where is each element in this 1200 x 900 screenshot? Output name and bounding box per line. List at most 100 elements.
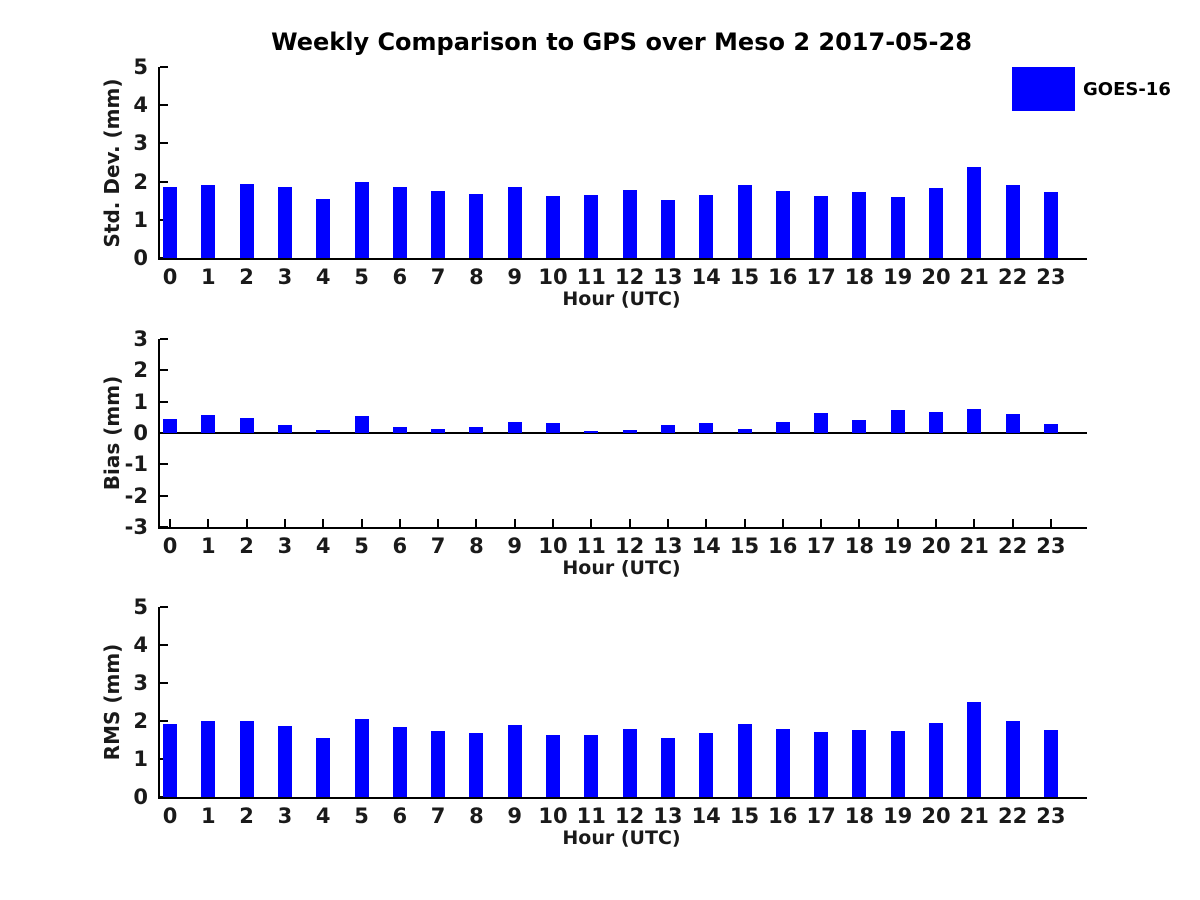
- std-dev-bar-h18: [852, 191, 867, 258]
- rms-ytick-mark: [160, 682, 168, 684]
- std-dev-bar-h23: [1043, 191, 1058, 258]
- rms-bar-h22: [1005, 721, 1020, 797]
- std-dev-bar-h15: [737, 185, 752, 258]
- bias-xtick-label: 22: [997, 534, 1028, 558]
- rms-bar-h21: [967, 702, 982, 797]
- bias-xtick-label: 11: [576, 534, 606, 558]
- bias-bar-h10: [546, 422, 560, 433]
- bias-xtick-label: 0: [162, 534, 178, 558]
- bias-ytick-mark: [160, 463, 168, 466]
- rms-xtick-label: 17: [806, 804, 836, 828]
- bias-xtick-label: 13: [653, 534, 683, 558]
- rms-xtick-label: 1: [200, 804, 216, 828]
- bias-xtick-mark: [283, 519, 286, 527]
- rms-xtick-label: 9: [507, 804, 522, 828]
- rms-xtick-label: 13: [653, 804, 683, 828]
- rms-bar-h19: [890, 731, 905, 797]
- bias-bar-h2: [239, 417, 254, 433]
- std-dev-xtick-label: 16: [768, 265, 798, 289]
- bias-xtick-label: 16: [768, 534, 798, 558]
- bias-xtick-mark: [973, 519, 976, 527]
- std-dev-xtick-label: 14: [691, 265, 721, 289]
- bias-ytick-mark: [160, 526, 168, 528]
- bias-bar-h17: [814, 412, 829, 433]
- bias-ytick-mark: [160, 369, 168, 372]
- rms-xtick-label: 11: [576, 804, 606, 828]
- bias-bar-h18: [852, 419, 867, 433]
- bias-xtick-mark: [398, 519, 401, 527]
- bias-xtick-label: 8: [469, 534, 484, 558]
- rms-xtick-label: 14: [691, 804, 721, 828]
- bias-xtick-label: 10: [538, 534, 568, 558]
- rms-xtick-label: 22: [997, 804, 1028, 828]
- bias-xtick-mark: [628, 519, 631, 527]
- bias-xtick-label: 18: [844, 534, 874, 558]
- rms-x-axis-label: Hour (UTC): [562, 827, 681, 849]
- std-dev-ytick-mark: [160, 142, 168, 145]
- rms-bar-h10: [546, 735, 560, 797]
- std-dev-xtick-label: 10: [538, 265, 568, 289]
- rms-bar-h2: [239, 721, 254, 797]
- std-dev-bar-h12: [622, 189, 637, 258]
- std-dev-x-axis: [158, 258, 1087, 260]
- std-dev-xtick-label: 23: [1036, 265, 1066, 289]
- bias-xtick-mark: [169, 519, 171, 527]
- std-dev-bar-h10: [546, 196, 560, 258]
- rms-xtick-label: 5: [354, 804, 369, 828]
- bias-bar-h13: [660, 424, 675, 433]
- std-dev-ytick-mark: [160, 257, 168, 259]
- rms-xtick-label: 18: [844, 804, 874, 828]
- rms-bar-h5: [354, 719, 369, 797]
- std-dev-ytick-mark: [160, 66, 168, 68]
- rms-ytick-label: 3: [133, 671, 148, 695]
- std-dev-xtick-label: 5: [354, 265, 369, 289]
- legend-swatch-goes16: [1012, 67, 1075, 111]
- bias-xtick-label: 7: [430, 534, 446, 558]
- rms-xtick-label: 20: [921, 804, 951, 828]
- bias-xtick-mark: [705, 519, 708, 527]
- rms-xtick-label: 0: [162, 804, 178, 828]
- std-dev-xtick-label: 7: [430, 265, 446, 289]
- rms-xtick-label: 16: [768, 804, 798, 828]
- bias-bar-h1: [201, 415, 216, 433]
- bias-xtick-mark: [935, 519, 937, 527]
- std-dev-xtick-label: 15: [729, 265, 760, 289]
- bias-xtick-mark: [322, 519, 325, 527]
- bias-bar-h0: [163, 418, 177, 433]
- std-dev-xtick-label: 6: [392, 265, 408, 289]
- rms-ytick-mark: [160, 720, 168, 722]
- bias-ytick-mark: [160, 400, 168, 403]
- std-dev-xtick-label: 19: [883, 265, 913, 289]
- rms-bar-h13: [660, 738, 675, 797]
- std-dev-xtick-label: 0: [162, 265, 178, 289]
- std-dev-bar-h1: [201, 185, 216, 258]
- rms-xtick-label: 2: [239, 804, 254, 828]
- std-dev-bar-h14: [699, 194, 714, 258]
- bias-ytick-label: 3: [133, 327, 148, 351]
- bias-ytick-label: -3: [124, 515, 148, 539]
- bias-xtick-label: 17: [806, 534, 836, 558]
- bias-x-axis-label: Hour (UTC): [562, 557, 681, 579]
- std-dev-xtick-label: 13: [653, 265, 683, 289]
- bias-xtick-mark: [1011, 519, 1014, 527]
- chart-title: Weekly Comparison to GPS over Meso 2 201…: [271, 28, 972, 56]
- rms-bar-h8: [469, 733, 484, 797]
- std-dev-bar-h11: [584, 195, 599, 258]
- rms-bar-h16: [775, 728, 790, 797]
- bias-xtick-mark: [360, 519, 363, 527]
- rms-xtick-label: 4: [315, 804, 331, 828]
- std-dev-xtick-label: 22: [997, 265, 1028, 289]
- legend-label-goes16: GOES-16: [1083, 79, 1171, 100]
- std-dev-bar-h16: [775, 190, 790, 258]
- rms-bar-h20: [929, 722, 943, 797]
- bias-xtick-mark: [743, 519, 746, 527]
- bias-y-axis-label: Bias (mm): [100, 375, 124, 491]
- std-dev-xtick-label: 1: [200, 265, 216, 289]
- rms-xtick-label: 15: [729, 804, 760, 828]
- rms-xtick-label: 21: [959, 804, 989, 828]
- bias-ytick-label: -1: [124, 452, 148, 477]
- bias-bar-h12: [622, 429, 637, 433]
- bias-xtick-label: 19: [883, 534, 913, 558]
- std-dev-ytick-label: 0: [133, 246, 148, 270]
- rms-bar-h4: [316, 737, 331, 797]
